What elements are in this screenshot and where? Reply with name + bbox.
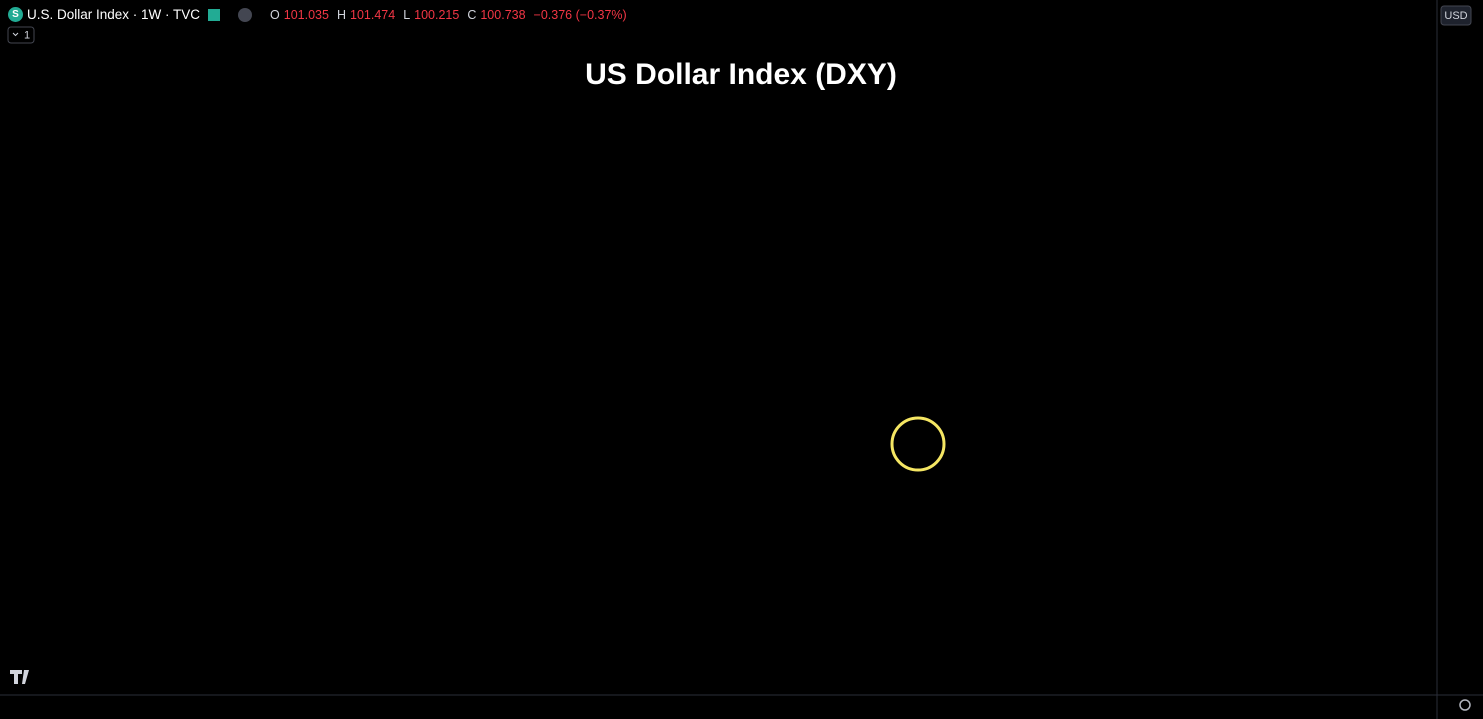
close: 100.738: [480, 7, 526, 22]
interval-count: 1: [24, 29, 30, 41]
low-key: L: [403, 7, 411, 22]
currency-button[interactable]: USD: [1440, 5, 1472, 26]
interval-toggle[interactable]: 1: [7, 26, 35, 44]
tv-logo: [10, 670, 29, 684]
currency: USD: [1444, 10, 1467, 22]
symbol-logo: S: [8, 7, 23, 22]
highlight-circle: [890, 416, 946, 472]
high: 101.474: [350, 7, 396, 22]
high-key: H: [336, 7, 346, 22]
flag[interactable]: [208, 8, 221, 21]
symbol: U.S. Dollar Index · 1W · TVC: [27, 7, 201, 22]
chart-title: US Dollar Index (DXY): [585, 58, 897, 91]
header: S U.S. Dollar Index · 1W · TVC O 101.035 …: [8, 7, 627, 22]
settings-icon[interactable]: [1459, 699, 1471, 711]
change: −0.376 (−0.37%): [533, 7, 627, 22]
hide-button[interactable]: [238, 7, 253, 22]
open-key: O: [270, 7, 280, 22]
low: 100.215: [414, 7, 460, 22]
open: 101.035: [283, 7, 329, 22]
close-key: C: [467, 7, 477, 22]
